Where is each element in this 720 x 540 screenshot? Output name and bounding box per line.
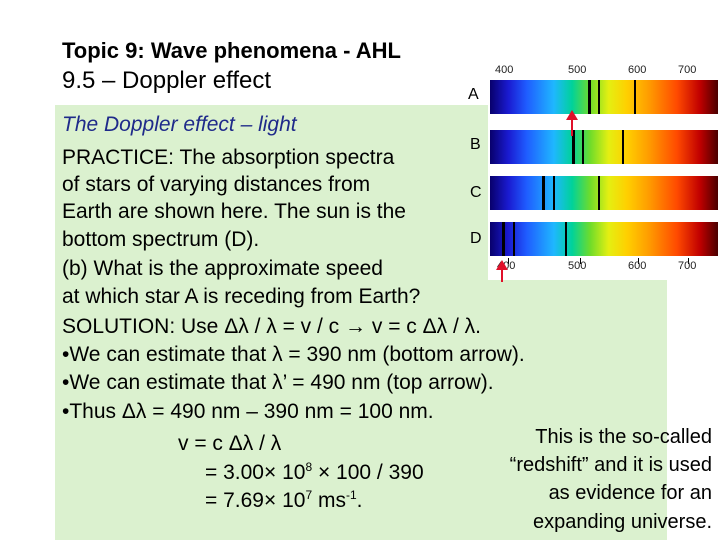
calc-line-3: = 7.69× 107 ms-1. bbox=[205, 488, 363, 512]
spectrum-label-c: C bbox=[470, 184, 482, 201]
solution-label: SOLUTION: Use bbox=[62, 315, 219, 338]
note-line-1: This is the so-called bbox=[535, 426, 712, 448]
calc-line-1: v = c Δλ / λ bbox=[178, 432, 282, 455]
scale-bottom-700: 700 bbox=[678, 260, 697, 272]
practice-line-5: (b) What is the approximate speed bbox=[62, 257, 383, 280]
bottom-arrow-icon bbox=[496, 260, 508, 282]
scale-top-700: 700 bbox=[678, 64, 697, 76]
bullet-2: •We can estimate that λ’ = 490 nm (top a… bbox=[62, 371, 494, 394]
bullet-1: •We can estimate that λ = 390 nm (bottom… bbox=[62, 343, 525, 366]
scale-top-600: 600 bbox=[628, 64, 647, 76]
practice-line-2: of stars of varying distances from bbox=[62, 173, 371, 196]
subtopic-title: 9.5 – Doppler effect bbox=[62, 67, 272, 94]
practice-line-1: PRACTICE: The absorption spectra bbox=[62, 146, 395, 169]
spectrum-label-b: B bbox=[470, 136, 481, 153]
scale-bottom-600: 600 bbox=[628, 260, 647, 272]
practice-line-4: bottom spectrum (D). bbox=[62, 228, 260, 251]
note-line-2: “redshift” and it is used bbox=[509, 454, 712, 476]
spectrum-label-d: D bbox=[470, 230, 482, 247]
practice-line-3: Earth are shown here. The sun is the bbox=[62, 200, 406, 223]
note-line-4: expanding universe. bbox=[532, 511, 712, 533]
solution-line: SOLUTION: Use Δλ / λ = v / c → v = c Δλ … bbox=[62, 315, 481, 339]
topic-title: Topic 9: Wave phenomena - AHL bbox=[62, 38, 401, 63]
note-line-3: as evidence for an bbox=[548, 482, 712, 504]
section-title: The Doppler effect – light bbox=[62, 113, 297, 136]
solution-formula: Δλ / λ = v / c → v = c Δλ / λ. bbox=[224, 315, 481, 338]
calc-line-2: = 3.00× 108 × 100 / 390 bbox=[205, 460, 424, 484]
scale-top-500: 500 bbox=[568, 64, 587, 76]
spectrum-label-a: A bbox=[468, 86, 479, 103]
scale-bottom-500: 500 bbox=[568, 260, 587, 272]
spectra-figure: 400 500 600 700 400 500 600 700 bbox=[488, 60, 720, 282]
practice-line-6: at which star A is receding from Earth? bbox=[62, 285, 421, 308]
bullet-3: •Thus Δλ = 490 nm – 390 nm = 100 nm. bbox=[62, 400, 434, 423]
scale-top-400: 400 bbox=[495, 64, 514, 76]
spectrum-a bbox=[490, 80, 718, 114]
top-arrow-icon bbox=[566, 110, 578, 136]
spectrum-d bbox=[490, 222, 718, 256]
spectrum-c bbox=[490, 176, 718, 210]
spectrum-b bbox=[490, 130, 718, 164]
